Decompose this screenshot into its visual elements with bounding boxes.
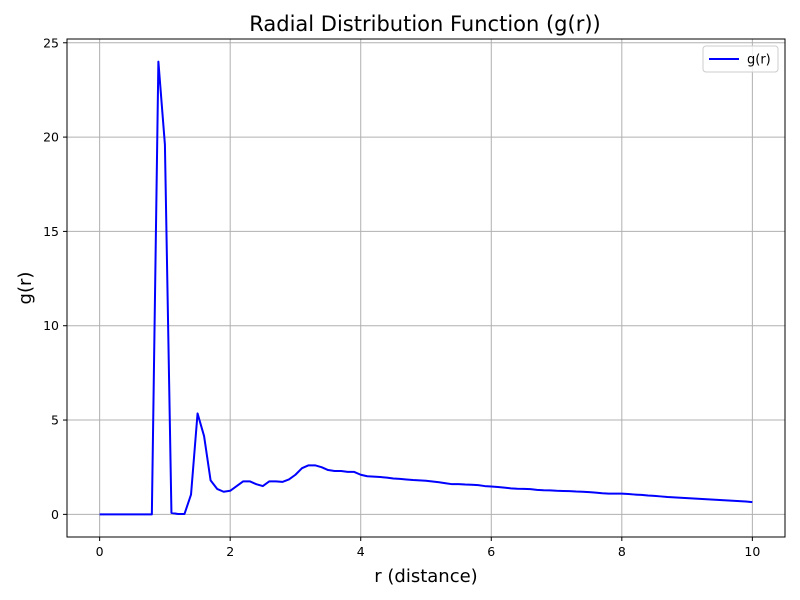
y-axis-label: g(r) xyxy=(15,272,36,305)
y-tick-label: 5 xyxy=(51,413,59,428)
y-tick-label: 0 xyxy=(51,507,59,522)
x-tick-label: 2 xyxy=(226,544,234,559)
legend-box xyxy=(702,45,779,73)
x-tick-label: 10 xyxy=(744,544,760,559)
grid xyxy=(67,39,785,537)
series-layer xyxy=(99,60,753,516)
y-tick-label: 20 xyxy=(43,130,59,145)
y-tick-label: 10 xyxy=(43,318,59,333)
y-tick-label: 25 xyxy=(43,35,59,50)
chart-title: Radial Distribution Function (g(r)) xyxy=(249,12,600,36)
x-tick-label: 0 xyxy=(96,544,104,559)
ticks: 0 2 4 6 8 10 0 5 10 15 20 25 xyxy=(43,35,760,559)
x-tick-label: 6 xyxy=(487,544,495,559)
x-axis-label: r (distance) xyxy=(374,566,477,587)
legend-label-gr: g(r) xyxy=(747,53,771,68)
x-tick-label: 4 xyxy=(357,544,365,559)
series-line-gr xyxy=(99,60,753,516)
legend: g(r) xyxy=(702,45,779,73)
x-tick-label: 8 xyxy=(618,544,626,559)
plot-frame xyxy=(66,38,786,538)
y-tick-label: 15 xyxy=(43,224,59,239)
